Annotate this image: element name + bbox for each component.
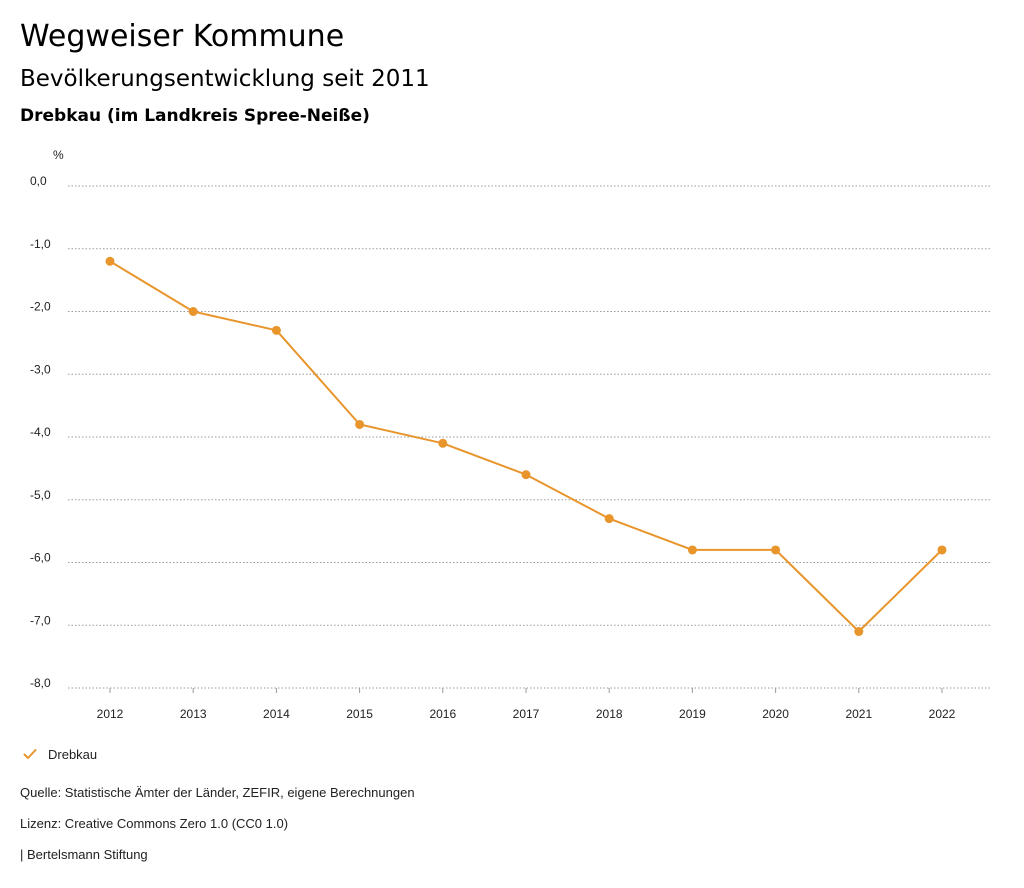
y-tick-label: -2,0 — [30, 300, 51, 314]
line-chart: % 0,0 -1,0 -2,0 -3,0 -4,0 -5,0 -6,0 -7,0 -8,0 20… — [30, 148, 990, 721]
x-tick-label: 2017 — [513, 707, 540, 721]
y-axis-unit-label: % — [53, 148, 64, 162]
y-tick-label: -8,0 — [30, 676, 51, 690]
data-point[interactable] — [771, 545, 781, 555]
series-drebkau[interactable] — [105, 256, 947, 637]
license-note: Lizenz: Creative Commons Zero 1.0 (CC0 1… — [20, 816, 289, 831]
x-tick-label: 2013 — [180, 707, 207, 721]
page-title: Wegweiser Kommune — [20, 19, 345, 54]
data-point[interactable] — [271, 325, 281, 335]
x-tick-label: 2016 — [429, 707, 456, 721]
y-tick-label: -7,0 — [30, 613, 51, 627]
x-tick-label: 2014 — [263, 707, 290, 721]
source-note: Quelle: Statistische Ämter der Länder, Z… — [20, 785, 415, 800]
data-point[interactable] — [355, 419, 365, 429]
data-point[interactable] — [438, 438, 448, 448]
chart-subtitle: Bevölkerungsentwicklung seit 2011 — [20, 66, 430, 92]
y-tick-label: -3,0 — [30, 362, 51, 376]
legend-label: Drebkau — [48, 746, 98, 762]
y-tick-label: -6,0 — [30, 551, 51, 565]
data-point[interactable] — [521, 470, 531, 480]
x-tick-label: 2015 — [346, 707, 373, 721]
data-point[interactable] — [854, 627, 864, 637]
region-label: Drebkau (im Landkreis Spree-Neiße) — [20, 106, 370, 126]
y-tick-label: 0,0 — [30, 174, 47, 188]
check-icon — [22, 746, 38, 762]
data-point[interactable] — [188, 307, 198, 316]
y-tick-label: -4,0 — [30, 425, 51, 439]
data-point[interactable] — [937, 545, 947, 555]
y-axis-tick-labels: 0,0 -1,0 -2,0 -3,0 -4,0 -5,0 -6,0 -7,0 -8,0 — [30, 174, 51, 690]
legend[interactable]: Drebkau — [22, 744, 97, 764]
x-tick-label: 2012 — [97, 707, 124, 721]
series-line — [109, 260, 943, 633]
x-tick-label: 2020 — [762, 707, 789, 721]
grid-lines — [68, 185, 990, 689]
data-point[interactable] — [604, 514, 614, 524]
data-point[interactable] — [105, 256, 115, 266]
x-tick-label: 2019 — [679, 707, 706, 721]
x-axis-tick-labels: 2012 2013 2014 2015 2016 2017 2018 2019 2020 2021… — [97, 688, 956, 721]
x-tick-label: 2021 — [845, 707, 872, 721]
y-tick-label: -1,0 — [30, 237, 51, 251]
organization-note: | Bertelsmann Stiftung — [20, 847, 148, 862]
data-point[interactable] — [687, 545, 697, 555]
x-tick-label: 2022 — [929, 707, 956, 721]
x-tick-label: 2018 — [596, 707, 623, 721]
y-tick-label: -5,0 — [30, 488, 51, 502]
